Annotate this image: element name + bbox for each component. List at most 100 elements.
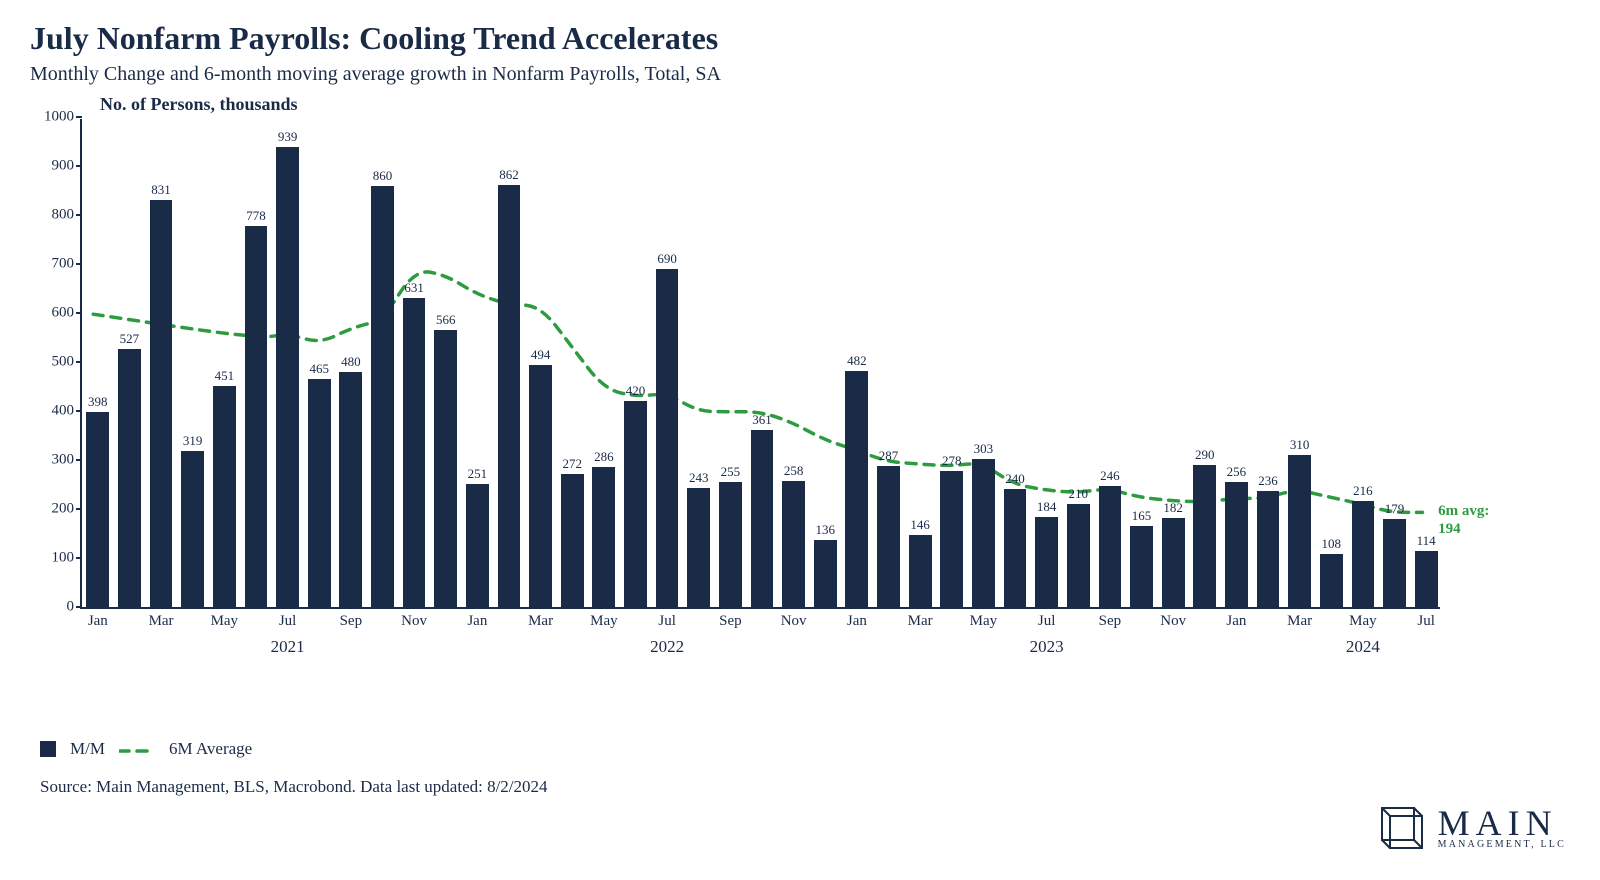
legend-line-label: 6M Average <box>169 739 252 759</box>
bar-value-label: 146 <box>910 517 930 533</box>
bar-value-label: 939 <box>278 129 298 145</box>
data-bar: 114 <box>1415 551 1438 607</box>
bar-value-label: 236 <box>1258 473 1278 489</box>
bar-value-label: 258 <box>784 463 804 479</box>
data-bar: 240 <box>1004 489 1027 607</box>
bar-value-label: 251 <box>468 466 488 482</box>
data-bar: 319 <box>181 451 204 607</box>
data-bar: 258 <box>782 481 805 607</box>
bar-value-label: 690 <box>657 251 677 267</box>
bar-value-label: 480 <box>341 354 361 370</box>
x-year-label: 2022 <box>650 637 684 657</box>
data-bar: 398 <box>86 412 109 607</box>
y-tick-label: 700 <box>52 256 75 273</box>
data-bar: 494 <box>529 365 552 607</box>
bar-value-label: 862 <box>499 167 519 183</box>
data-bar: 290 <box>1193 465 1216 607</box>
data-bar: 860 <box>371 186 394 607</box>
data-bar: 527 <box>118 349 141 607</box>
source-text: Source: Main Management, BLS, Macrobond.… <box>40 777 1570 797</box>
bar-value-label: 319 <box>183 433 203 449</box>
data-bar: 631 <box>403 298 426 607</box>
x-tick-label: Mar <box>528 613 553 630</box>
x-tick-label: May <box>590 613 618 630</box>
x-tick-label: Jan <box>847 613 867 630</box>
data-bar: 255 <box>719 482 742 607</box>
legend-bar-label: M/M <box>70 739 105 759</box>
data-bar: 256 <box>1225 482 1248 607</box>
logo-sub-text: MANAGEMENT, LLC <box>1438 840 1566 850</box>
bar-value-label: 255 <box>721 464 741 480</box>
bar-value-label: 108 <box>1322 536 1342 552</box>
bar-value-label: 860 <box>373 168 393 184</box>
data-bar: 465 <box>308 379 331 607</box>
data-bar: 480 <box>339 372 362 607</box>
bar-value-label: 182 <box>1163 500 1183 516</box>
bar-value-label: 303 <box>974 441 994 457</box>
bar-value-label: 216 <box>1353 483 1373 499</box>
y-tick-label: 900 <box>52 158 75 175</box>
y-tick-label: 300 <box>52 452 75 469</box>
x-tick-label: Jan <box>1226 613 1246 630</box>
bar-value-label: 778 <box>246 208 266 224</box>
data-bar: 831 <box>150 200 173 607</box>
data-bar: 210 <box>1067 504 1090 607</box>
data-bar: 251 <box>466 484 489 607</box>
y-axis-label: No. of Persons, thousands <box>100 94 1570 115</box>
data-bar: 179 <box>1383 519 1406 607</box>
chart-subtitle: Monthly Change and 6-month moving averag… <box>30 63 1570 86</box>
annotation-value: 194 <box>1438 520 1489 538</box>
x-tick-label: Nov <box>781 613 807 630</box>
x-tick-label: May <box>211 613 239 630</box>
bar-value-label: 494 <box>531 347 551 363</box>
bar-value-label: 278 <box>942 453 962 469</box>
bar-value-label: 179 <box>1385 501 1405 517</box>
bar-value-label: 482 <box>847 353 867 369</box>
bar-value-label: 240 <box>1005 471 1025 487</box>
x-tick-label: Nov <box>401 613 427 630</box>
x-year-label: 2024 <box>1346 637 1380 657</box>
data-bar: 939 <box>276 147 299 607</box>
bar-value-label: 286 <box>594 449 614 465</box>
chart-title: July Nonfarm Payrolls: Cooling Trend Acc… <box>30 20 1570 57</box>
x-year-label: 2023 <box>1030 637 1064 657</box>
data-bar: 184 <box>1035 517 1058 607</box>
bar-value-label: 290 <box>1195 447 1215 463</box>
data-bar: 165 <box>1130 526 1153 607</box>
x-tick-label: Sep <box>719 613 742 630</box>
x-tick-label: Mar <box>1287 613 1312 630</box>
x-tick-label: Jul <box>658 613 676 630</box>
annotation-label: 6m avg: <box>1438 502 1489 520</box>
bar-value-label: 361 <box>752 412 772 428</box>
legend-bar-swatch <box>40 741 56 757</box>
data-bar: 182 <box>1162 518 1185 607</box>
x-tick-label: Jul <box>1038 613 1056 630</box>
x-tick-label: Jan <box>467 613 487 630</box>
y-tick-label: 1000 <box>44 109 74 126</box>
y-tick-label: 500 <box>52 354 75 371</box>
bar-value-label: 184 <box>1037 499 1057 515</box>
data-bar: 862 <box>498 185 521 607</box>
bar-value-label: 420 <box>626 383 646 399</box>
bar-value-label: 165 <box>1132 508 1152 524</box>
bar-value-label: 272 <box>562 456 582 472</box>
chart-container: 01002003004005006007008009001000398Jan52… <box>30 119 1570 669</box>
brand-logo: MAIN MANAGEMENT, LLC <box>1378 804 1566 852</box>
data-bar: 278 <box>940 471 963 607</box>
data-bar: 287 <box>877 466 900 607</box>
legend-line-swatch <box>119 739 155 759</box>
bar-value-label: 566 <box>436 312 456 328</box>
legend: M/M 6M Average <box>40 739 1570 759</box>
logo-icon <box>1378 804 1426 852</box>
logo-main-text: MAIN <box>1438 806 1566 840</box>
bar-value-label: 451 <box>215 368 235 384</box>
x-tick-label: Nov <box>1160 613 1186 630</box>
bar-value-label: 398 <box>88 394 108 410</box>
end-annotation: 6m avg: 194 <box>1438 502 1489 538</box>
plot-area: 01002003004005006007008009001000398Jan52… <box>80 119 1440 609</box>
x-tick-label: Sep <box>340 613 363 630</box>
bar-value-label: 631 <box>404 280 424 296</box>
data-bar: 420 <box>624 401 647 607</box>
bar-value-label: 310 <box>1290 437 1310 453</box>
bar-value-label: 114 <box>1417 533 1436 549</box>
